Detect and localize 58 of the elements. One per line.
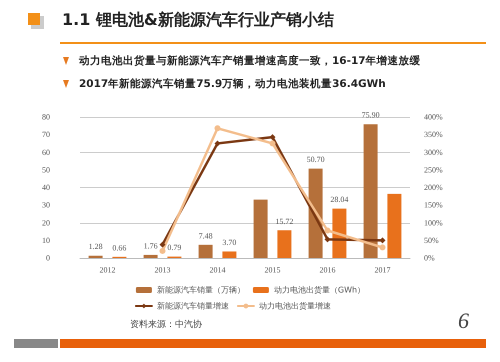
y2-tick-label: 300% xyxy=(424,148,443,157)
bar xyxy=(144,254,158,258)
data-label: 7.48 xyxy=(198,231,213,240)
legend-label: 新能源汽车销量增速 xyxy=(156,302,229,310)
x-tick-label: 2017 xyxy=(374,266,390,274)
x-tick-label: 2016 xyxy=(320,266,336,274)
data-label: 75.90 xyxy=(362,110,380,120)
data-label: 0.66 xyxy=(112,243,126,252)
y-tick-label: 40 xyxy=(42,183,50,192)
data-label: 15.72 xyxy=(275,216,294,226)
data-label: 1.28 xyxy=(88,242,103,252)
y2-tick-label: 400% xyxy=(424,112,443,122)
data-label: 0.79 xyxy=(167,243,182,252)
data-label: 50.70 xyxy=(306,155,325,164)
x-tick-label: 2015 xyxy=(264,266,280,274)
y2-tick-label: 150% xyxy=(424,200,443,210)
legend-label: 新能源汽车销量（万辆） xyxy=(156,286,245,294)
point xyxy=(160,242,166,248)
y-tick-label: 50 xyxy=(42,165,50,174)
y-tick-label: 80 xyxy=(42,112,50,122)
bar xyxy=(364,124,378,258)
x-tick-label: 2014 xyxy=(210,266,226,274)
y-tick-label: 60 xyxy=(42,148,50,157)
x-tick-label: 2012 xyxy=(100,266,116,274)
text: 2017年新能源汽车销量75.9万辆，动力电池装机量36.4GWh xyxy=(79,77,386,91)
bar xyxy=(198,244,213,258)
bar xyxy=(277,230,292,258)
chart-title: 1.1 锂电池&新能源汽车行业产销小结 xyxy=(62,10,334,31)
point xyxy=(380,244,386,250)
bar xyxy=(254,200,268,258)
point xyxy=(324,228,330,234)
text: 6 xyxy=(458,308,469,334)
y-tick-label: 0 xyxy=(46,254,50,262)
point xyxy=(270,140,276,146)
y2-tick-label: 0% xyxy=(424,254,435,262)
y2-tick-label: 350% xyxy=(424,130,443,140)
text: 资料来源：中汽协 xyxy=(130,318,202,331)
y-tick-label: 30 xyxy=(42,200,50,210)
bar xyxy=(222,251,236,258)
point xyxy=(214,140,220,146)
y2-tick-label: 200% xyxy=(424,183,443,192)
point xyxy=(214,125,220,132)
x-tick-label: 2013 xyxy=(154,266,170,274)
data-label: 3.70 xyxy=(222,238,236,247)
legend-label: 动力电池出货量（GWh） xyxy=(274,286,366,294)
y2-tick-label: 100% xyxy=(424,218,443,228)
y-tick-label: 70 xyxy=(42,130,50,140)
point xyxy=(270,134,276,140)
bar xyxy=(387,194,402,258)
y2-tick-label: 50% xyxy=(424,236,439,245)
y2-tick-label: 250% xyxy=(424,165,443,174)
y-tick-label: 20 xyxy=(42,218,50,228)
y-tick-label: 10 xyxy=(42,236,50,245)
data-label: 28.04 xyxy=(330,195,348,204)
data-label: 1.76 xyxy=(144,241,158,250)
legend-label: 动力电池出货量增速 xyxy=(258,302,331,310)
chart-subtitle: 动力电池出货量与新能源汽车产销量增速高度一致，16-17年增速放缓 xyxy=(79,54,421,68)
point xyxy=(160,248,166,254)
